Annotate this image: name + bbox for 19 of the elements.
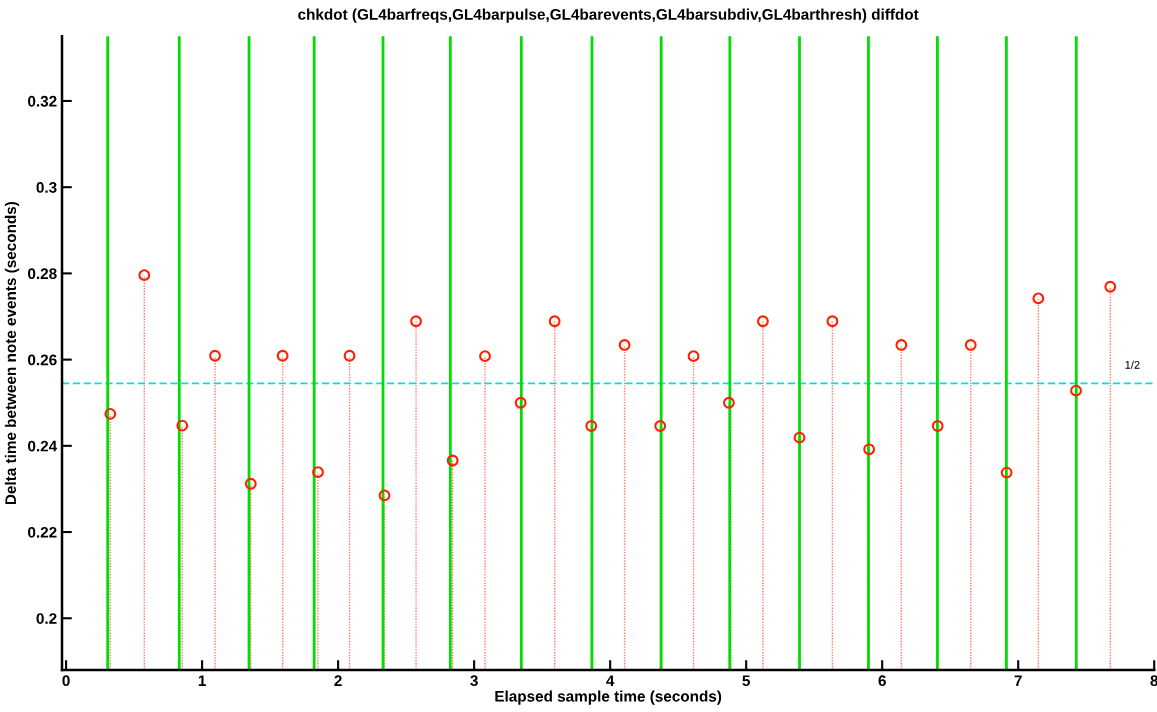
x-tick-label: 6 [878, 675, 886, 687]
y-tick-label: 0.24 [28, 440, 58, 452]
x-tick-label: 7 [1014, 675, 1022, 686]
y-tick-label: 0.2 [36, 613, 57, 624]
chart-title: chkdot (GL4barfreqs,GL4barpulse,GL4barevents,GL4barsubdiv,GL4barthresh) diffdot [298, 8, 919, 23]
x-tick-label: 5 [742, 675, 750, 687]
y-tick-label: 0.32 [28, 95, 57, 107]
y-tick-label: 0.3 [36, 182, 57, 193]
x-tick-label: 2 [334, 675, 342, 686]
x-tick-label: 4 [606, 675, 615, 686]
y-tick-label: 0.22 [28, 526, 57, 538]
x-tick-label: 0 [62, 675, 70, 687]
x-axis-title: Elapsed sample time (seconds) [495, 690, 722, 705]
x-tick-label: 3 [470, 675, 478, 687]
annotation: 1/2 [1125, 360, 1140, 369]
y-tick-label: 0.28 [28, 268, 57, 280]
x-tick-label: 1 [198, 675, 206, 686]
y-axis-title: Delta time between note events (seconds) [4, 201, 20, 505]
y-tick-label: 0.26 [28, 354, 57, 366]
